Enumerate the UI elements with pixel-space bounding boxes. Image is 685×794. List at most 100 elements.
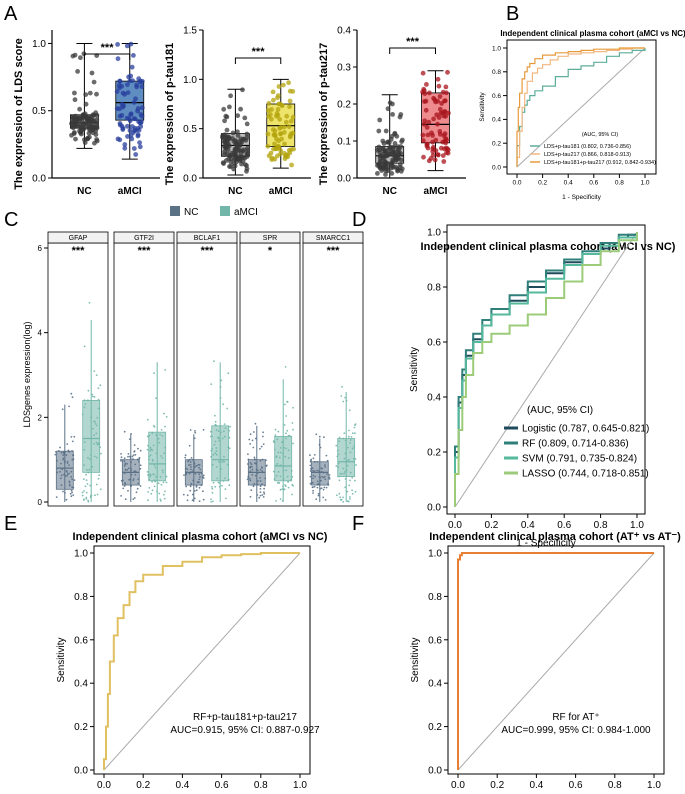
data-point [283, 424, 286, 426]
x-tick-label: 1.0 [647, 780, 661, 791]
data-point [153, 485, 156, 488]
data-point [86, 130, 92, 136]
data-point [77, 106, 82, 112]
data-point [254, 422, 257, 425]
data-point [55, 496, 58, 498]
data-point [71, 396, 74, 399]
data-point [91, 393, 94, 396]
data-point [127, 128, 133, 133]
significance-bracket [83, 53, 131, 60]
data-point [351, 493, 354, 495]
data-point [312, 486, 314, 488]
data-point [286, 80, 291, 86]
data-point [339, 496, 341, 499]
data-point [275, 143, 281, 149]
data-point [340, 498, 343, 501]
data-point [73, 113, 78, 119]
data-point [224, 488, 227, 490]
data-point [202, 498, 205, 501]
data-point [213, 360, 215, 363]
data-point [165, 416, 168, 418]
data-point [133, 497, 136, 499]
data-point [258, 496, 261, 499]
x-axis-label: 1 - Specificity [516, 538, 575, 549]
auc-annotation: AUC=0.999, 95% CI: 0.984-1.000 [501, 725, 651, 736]
data-point [129, 124, 135, 129]
y-tick-label: 0.0 [427, 503, 441, 514]
data-point [344, 486, 347, 489]
data-point [225, 497, 227, 500]
data-point [398, 157, 404, 163]
data-point [129, 64, 135, 70]
y-axis-label: Sensitivity [409, 347, 420, 392]
data-point [128, 133, 134, 138]
data-point [437, 106, 443, 112]
data-point [133, 152, 139, 157]
data-point [235, 133, 241, 138]
y-tick-label: 0.4 [492, 117, 501, 124]
data-point [147, 499, 149, 502]
x-tick-label: aMCI [424, 186, 448, 197]
x-tick-label: 0.4 [175, 780, 189, 791]
data-point [62, 490, 64, 493]
roc-curve-rf-p-tau181-p-tau217 [103, 552, 300, 770]
data-point [194, 430, 196, 432]
data-point [137, 120, 143, 125]
data-point [336, 494, 338, 497]
data-point [287, 486, 290, 489]
x-tick-label: 0.0 [97, 780, 111, 791]
data-point [377, 153, 383, 159]
data-point [328, 474, 331, 476]
data-point [421, 88, 427, 94]
y-tick-label: 1.0 [32, 39, 46, 50]
data-point [281, 124, 287, 130]
chart-title: Independent clinical plasma cohort (aMCI… [421, 241, 676, 253]
data-point [277, 125, 283, 131]
data-point [277, 481, 280, 484]
data-point [285, 415, 288, 417]
data-point [251, 439, 254, 442]
chart-title: Independent clinical plasma cohort (AT⁺ … [429, 531, 681, 543]
data-point [99, 384, 102, 387]
data-point [288, 147, 294, 153]
data-point [315, 433, 318, 436]
data-point [214, 414, 216, 417]
data-point [325, 486, 328, 489]
data-point [128, 41, 134, 47]
data-point [287, 104, 292, 110]
data-point [290, 89, 296, 94]
data-point [426, 119, 432, 125]
data-point [184, 456, 187, 459]
data-point [400, 137, 405, 143]
legend-title: (AUC, 95% CI) [527, 405, 593, 416]
data-point [220, 379, 223, 382]
box-amci [148, 431, 167, 482]
data-point [284, 403, 286, 406]
data-point [183, 474, 185, 476]
data-point [259, 488, 262, 490]
data-point [164, 490, 166, 493]
data-point [244, 131, 250, 137]
data-point [95, 374, 98, 376]
data-point [398, 168, 404, 174]
data-point [266, 100, 272, 106]
data-point [259, 485, 262, 488]
roc-curve-lds-p-tau181-p-tau217 [516, 47, 645, 167]
data-point [98, 474, 101, 477]
data-point [139, 113, 145, 119]
y-tick-label: 0.8 [427, 283, 441, 294]
data-point [115, 56, 121, 62]
roc-curve-lasso [454, 232, 638, 507]
data-point [97, 387, 100, 390]
data-point [387, 151, 393, 157]
data-point [250, 489, 253, 492]
legend-swatch-amci [220, 206, 230, 216]
panel-label-b: B [506, 3, 519, 25]
data-point [72, 90, 77, 96]
data-point [70, 489, 73, 492]
y-tick-label: 0.2 [428, 722, 442, 733]
data-point [214, 485, 217, 488]
data-point [70, 392, 73, 395]
data-point [122, 145, 128, 151]
legend-label: LDS+p-tau217 (0.866, 0.818-0.913) [544, 152, 631, 158]
